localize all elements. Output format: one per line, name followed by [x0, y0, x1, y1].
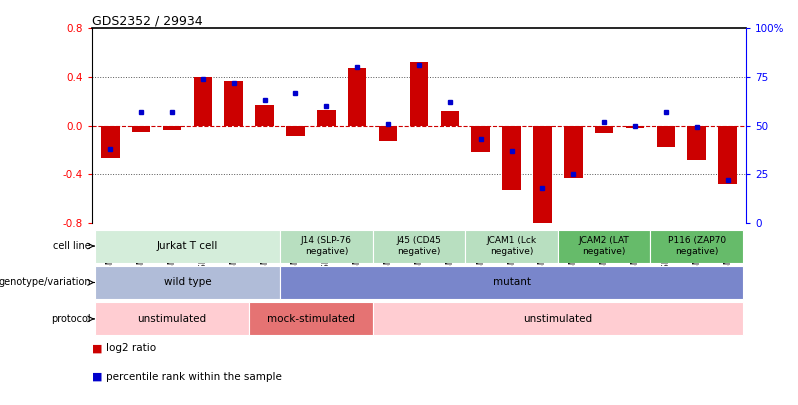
Text: P116 (ZAP70
negative): P116 (ZAP70 negative) — [668, 237, 726, 256]
Bar — [688, 126, 706, 160]
Bar — [379, 126, 397, 141]
Bar — [280, 230, 373, 262]
Bar — [564, 126, 583, 178]
Bar — [657, 126, 675, 147]
Bar — [718, 126, 737, 184]
Bar — [465, 230, 558, 262]
Bar — [224, 81, 243, 126]
Text: JCAM1 (Lck
negative): JCAM1 (Lck negative) — [487, 237, 536, 256]
Text: Jurkat T cell: Jurkat T cell — [156, 241, 218, 251]
Bar — [249, 303, 373, 335]
Bar — [286, 126, 305, 136]
Text: genotype/variation: genotype/variation — [0, 277, 91, 288]
Bar — [280, 266, 743, 299]
Bar — [626, 126, 644, 128]
Bar — [373, 303, 743, 335]
Bar — [650, 230, 743, 262]
Bar — [558, 230, 650, 262]
Text: mutant: mutant — [492, 277, 531, 288]
Bar — [440, 111, 459, 126]
Text: GDS2352 / 29934: GDS2352 / 29934 — [92, 14, 203, 27]
Bar — [95, 303, 249, 335]
Text: unstimulated: unstimulated — [137, 314, 207, 324]
Bar — [194, 77, 212, 126]
Bar — [95, 230, 280, 262]
Bar — [348, 68, 366, 126]
Bar — [132, 126, 150, 132]
Text: wild type: wild type — [164, 277, 211, 288]
Text: J45 (CD45
negative): J45 (CD45 negative) — [397, 237, 441, 256]
Text: ■: ■ — [92, 372, 106, 382]
Text: ■: ■ — [92, 343, 106, 353]
Bar — [472, 126, 490, 152]
Text: JCAM2 (LAT
negative): JCAM2 (LAT negative) — [579, 237, 630, 256]
Bar — [533, 126, 551, 225]
Text: log2 ratio: log2 ratio — [106, 343, 156, 353]
Text: J14 (SLP-76
negative): J14 (SLP-76 negative) — [301, 237, 352, 256]
Bar — [255, 105, 274, 126]
Bar — [317, 110, 336, 126]
Bar — [502, 126, 521, 190]
Bar — [163, 126, 181, 130]
Text: protocol: protocol — [52, 314, 91, 324]
Text: percentile rank within the sample: percentile rank within the sample — [106, 372, 282, 382]
Bar — [95, 266, 280, 299]
Text: mock-stimulated: mock-stimulated — [267, 314, 355, 324]
Bar — [409, 62, 429, 126]
Bar — [373, 230, 465, 262]
Bar — [595, 126, 614, 133]
Text: unstimulated: unstimulated — [523, 314, 592, 324]
Text: cell line: cell line — [53, 241, 91, 251]
Bar — [101, 126, 120, 158]
